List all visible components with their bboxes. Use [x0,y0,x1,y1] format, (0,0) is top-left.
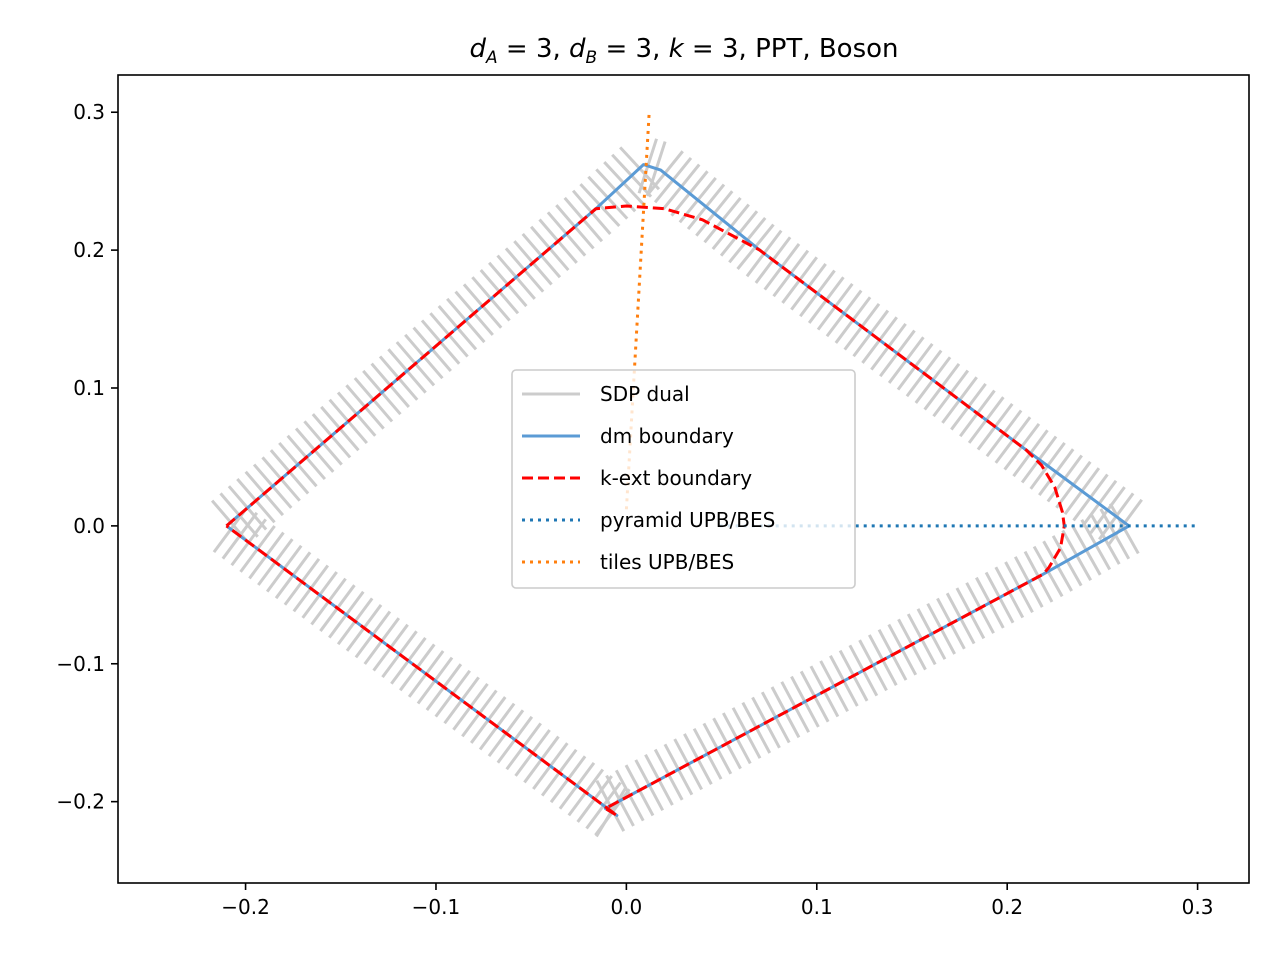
legend-label: dm boundary [600,424,734,448]
legend-label: SDP dual [600,382,690,406]
legend-box [511,369,856,589]
title-k-symbol: k [669,34,685,64]
y-tick-label: −0.1 [56,652,105,676]
legend-label: pyramid UPB/BES [600,508,775,532]
y-tick-label: −0.2 [56,790,105,814]
y-tick-label: 0.3 [73,100,105,124]
title-suffix: , PPT, Boson [739,34,899,64]
plot-area [210,112,1198,838]
title-k-value: 3 [722,34,739,64]
x-tick-label: −0.2 [221,895,270,919]
title-da-subscript: A [485,48,498,68]
legend: SDP dual dm boundary k-ext boundary pyramid… [511,369,856,589]
k-ext-boundary-line [225,204,1066,817]
title-db-symbol: d [569,34,586,64]
x-tick-label: −0.1 [412,895,461,919]
x-tick-label: 0.3 [1182,895,1214,919]
title-db-value: 3 [636,34,653,64]
legend-label: k-ext boundary [600,466,752,490]
chart-title: dA = 3, dB = 3, k = 3, PPT, Boson [469,34,898,68]
title-da-value: 3 [536,34,553,64]
x-tick-label: 0.1 [801,895,833,919]
title-da-symbol: d [469,34,486,64]
axes-frame [117,74,1250,884]
axes: −0.2 −0.1 0.0 0.1 0.2 0.3 0.3 0.2 0.1 0.0 −0.1 −0.2 [56,74,1250,919]
x-tick-label: 0.2 [991,895,1023,919]
y-tick-label: 0.0 [73,514,105,538]
y-tick-label: 0.2 [73,238,105,262]
legend-label: tiles UPB/BES [600,550,734,574]
title-db-subscript: B [586,48,598,68]
x-tick-label: 0.0 [610,895,642,919]
y-tick-label: 0.1 [73,376,105,400]
